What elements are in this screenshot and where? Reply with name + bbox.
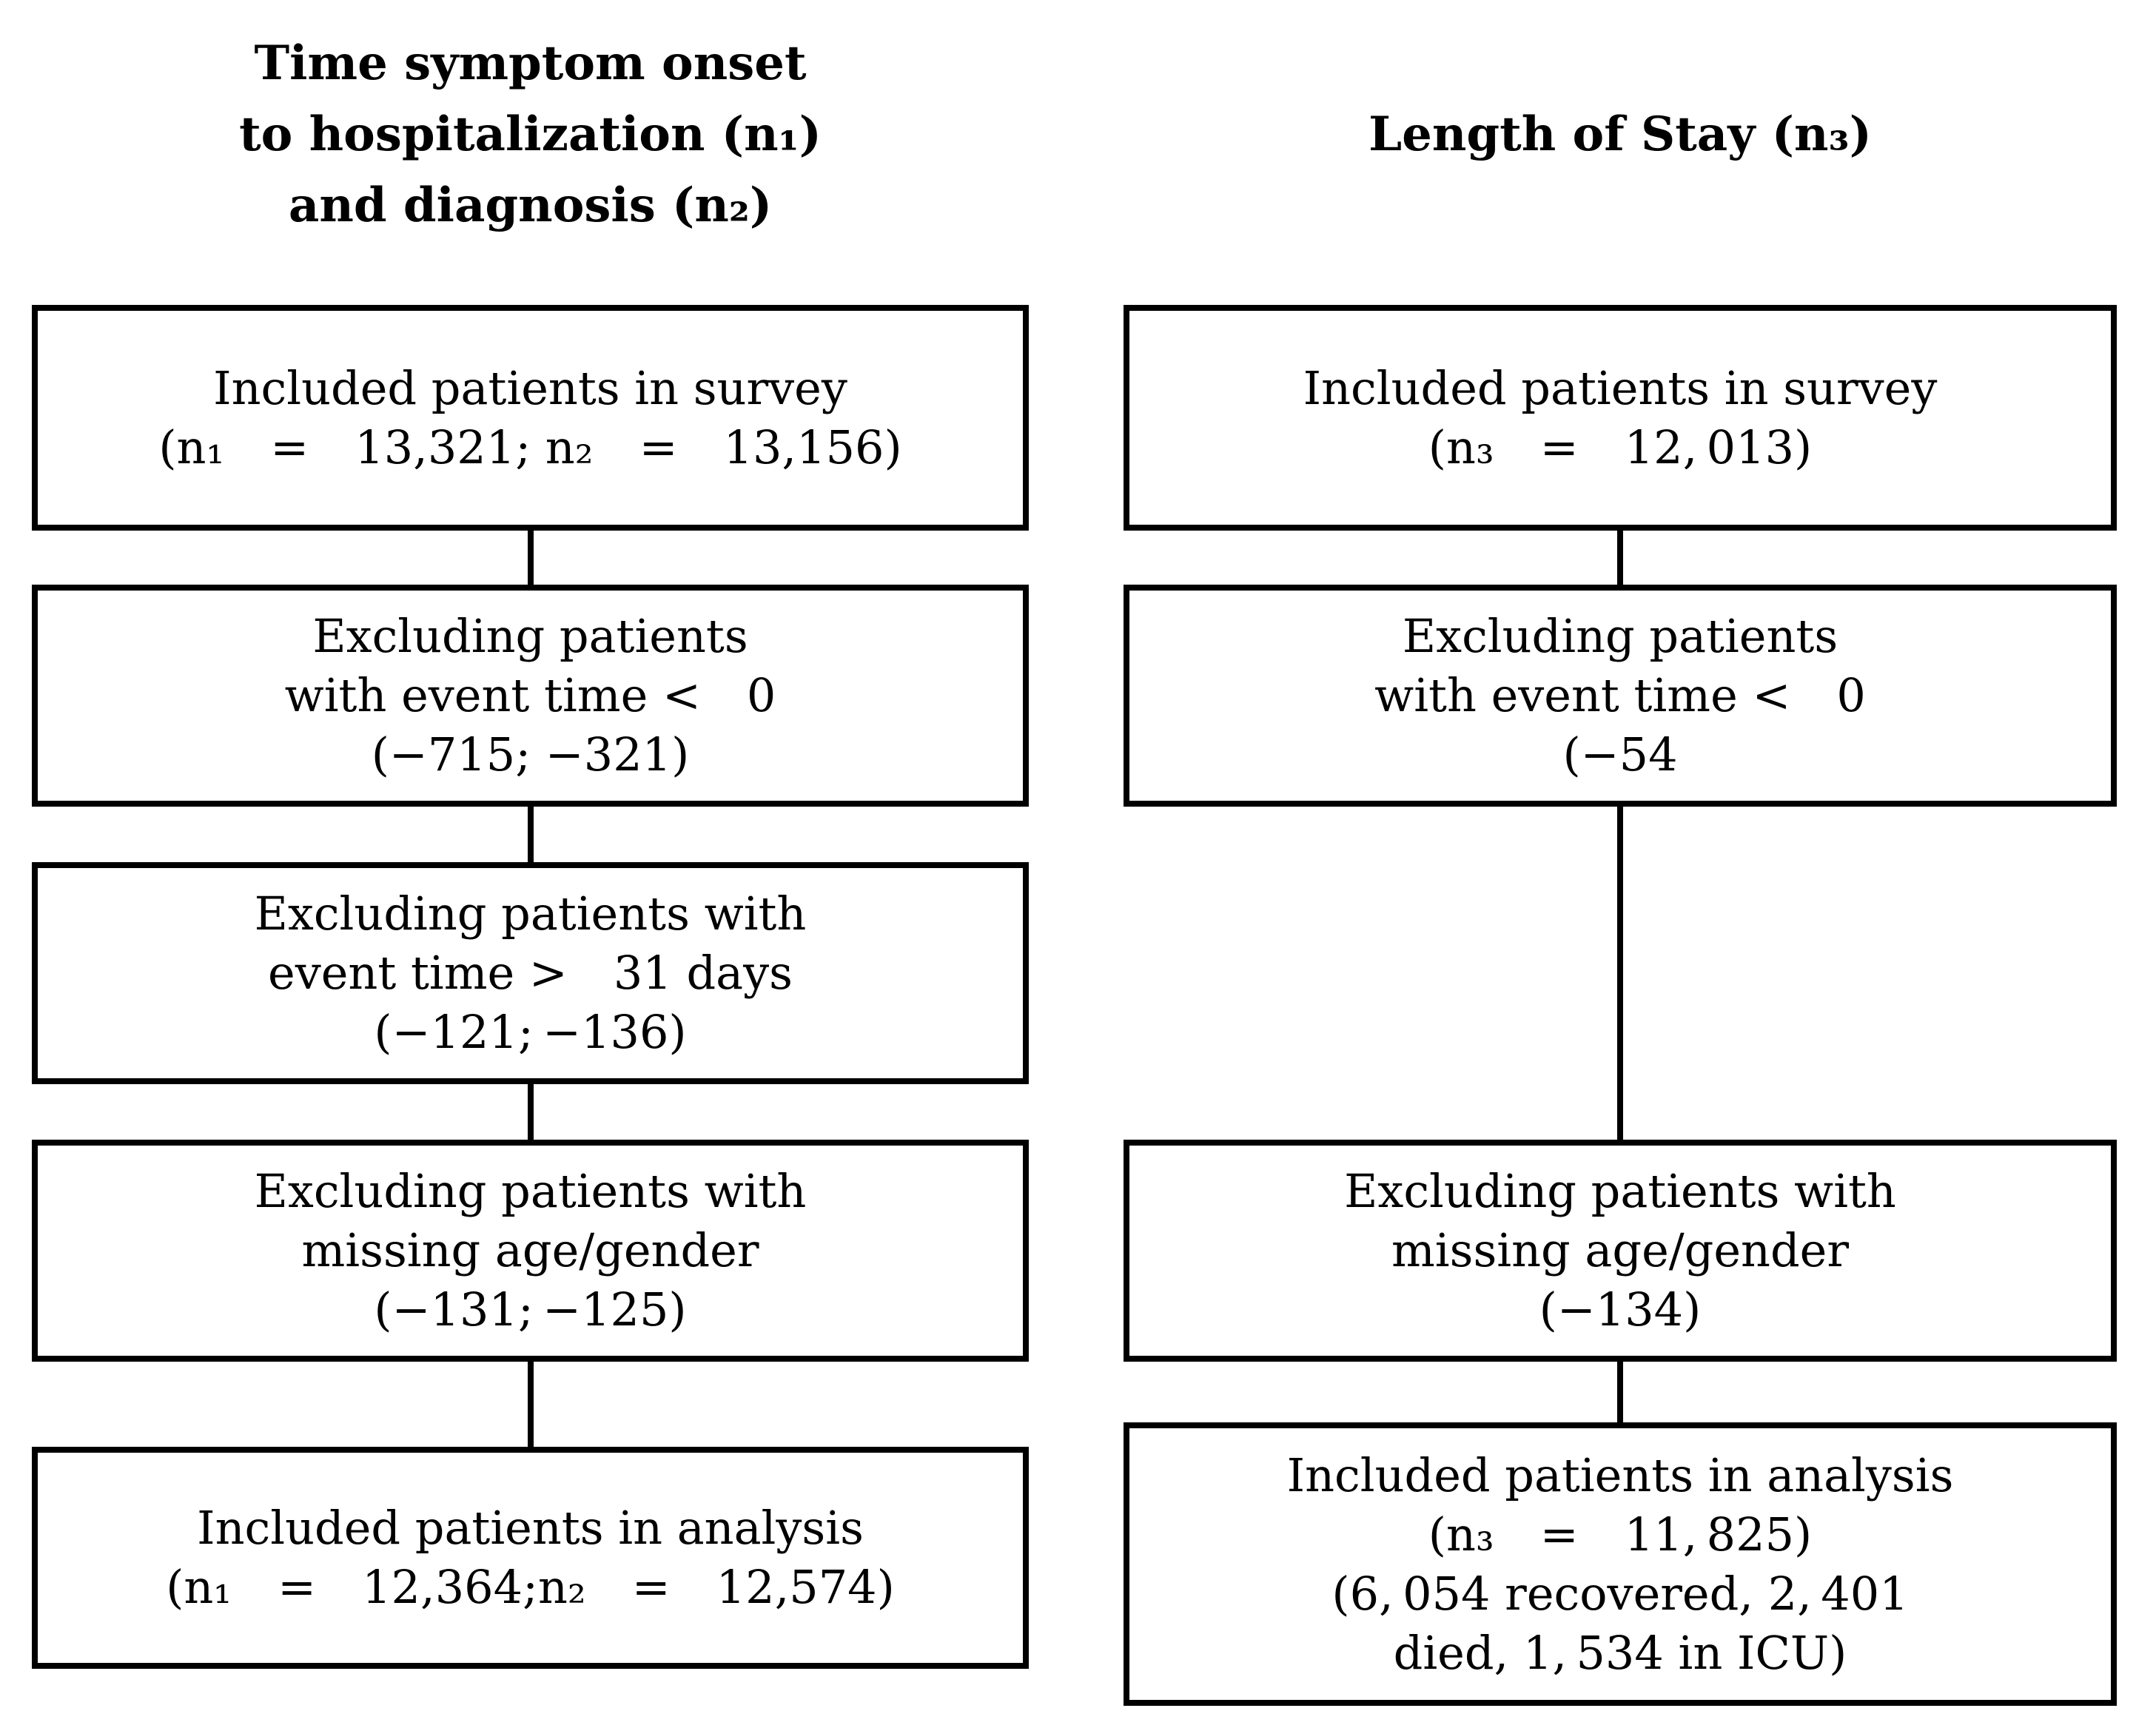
box-line: Excluding patients	[1402, 609, 1838, 663]
header-line: to hospitalization (n₁)	[239, 107, 822, 162]
box-line: (n₁ = 13,321; n₂ = 13,156)	[158, 420, 902, 474]
flow-box-left-included-survey: Included patients in survey (n₁ = 13,321…	[32, 305, 1029, 531]
flow-box-left-excluding-event-time-lt-0: Excluding patients with event time < 0 (…	[32, 585, 1029, 807]
flow-box-right-included-analysis: Included patients in analysis (n₃ = 11, …	[1124, 1422, 2117, 1706]
column-header-length-of-stay: Length of Stay (n₃)	[1124, 99, 2117, 170]
box-line: Excluding patients with	[1344, 1164, 1896, 1218]
connector-line	[1617, 805, 1623, 1141]
connector-line	[528, 529, 534, 586]
box-line: Included patients in analysis	[1286, 1448, 1954, 1502]
box-line: (n₃ = 11, 825)	[1428, 1507, 1813, 1561]
box-line: Excluding patients with	[254, 1164, 807, 1218]
box-line: Excluding patients with	[254, 887, 807, 941]
box-line: Included patients in analysis	[197, 1501, 864, 1555]
flow-box-right-excluding-missing-age-gender: Excluding patients with missing age/gend…	[1124, 1140, 2117, 1362]
box-line: Included patients in survey	[1303, 360, 1938, 415]
box-line: missing age/gender	[1391, 1223, 1849, 1277]
flow-box-right-included-survey: Included patients in survey (n₃ = 12, 01…	[1124, 305, 2117, 531]
box-line: (−54	[1562, 727, 1678, 781]
box-line: died, 1, 534 in ICU)	[1393, 1625, 1847, 1680]
column-header-symptom-onset: Time symptom onset to hospitalization (n…	[32, 28, 1029, 241]
box-line: (n₁ = 12,364;n₂ = 12,574)	[166, 1560, 895, 1614]
connector-line	[528, 805, 534, 864]
box-line: Excluding patients	[312, 609, 748, 663]
box-line: (−134)	[1539, 1282, 1702, 1337]
box-line: (6, 054 recovered, 2, 401	[1331, 1566, 1909, 1621]
flow-box-left-excluding-missing-age-gender: Excluding patients with missing age/gend…	[32, 1140, 1029, 1362]
box-line: (−131; −125)	[374, 1282, 687, 1337]
box-line: event time > 31 days	[268, 946, 793, 1000]
connector-line	[528, 1360, 534, 1448]
header-line: Time symptom onset	[254, 36, 807, 91]
box-line: Included patients in survey	[213, 360, 847, 415]
header-line: Length of Stay (n₃)	[1369, 107, 1872, 162]
header-line: and diagnosis (n₂)	[288, 178, 773, 233]
box-line: (−121; −136)	[374, 1005, 687, 1059]
box-line: with event time < 0	[284, 668, 776, 722]
flow-box-left-excluding-event-time-gt-31-days: Excluding patients with event time > 31 …	[32, 862, 1029, 1084]
box-line: missing age/gender	[301, 1223, 759, 1277]
connector-line	[1617, 1360, 1623, 1424]
box-line: (−715; −321)	[371, 727, 690, 781]
connector-line	[1617, 529, 1623, 586]
flow-box-right-excluding-event-time-lt-0: Excluding patients with event time < 0 (…	[1124, 585, 2117, 807]
box-line: (n₃ = 12, 013)	[1428, 420, 1813, 474]
connector-line	[528, 1083, 534, 1141]
box-line: with event time < 0	[1374, 668, 1866, 722]
flow-box-left-included-analysis: Included patients in analysis (n₁ = 12,3…	[32, 1447, 1029, 1669]
